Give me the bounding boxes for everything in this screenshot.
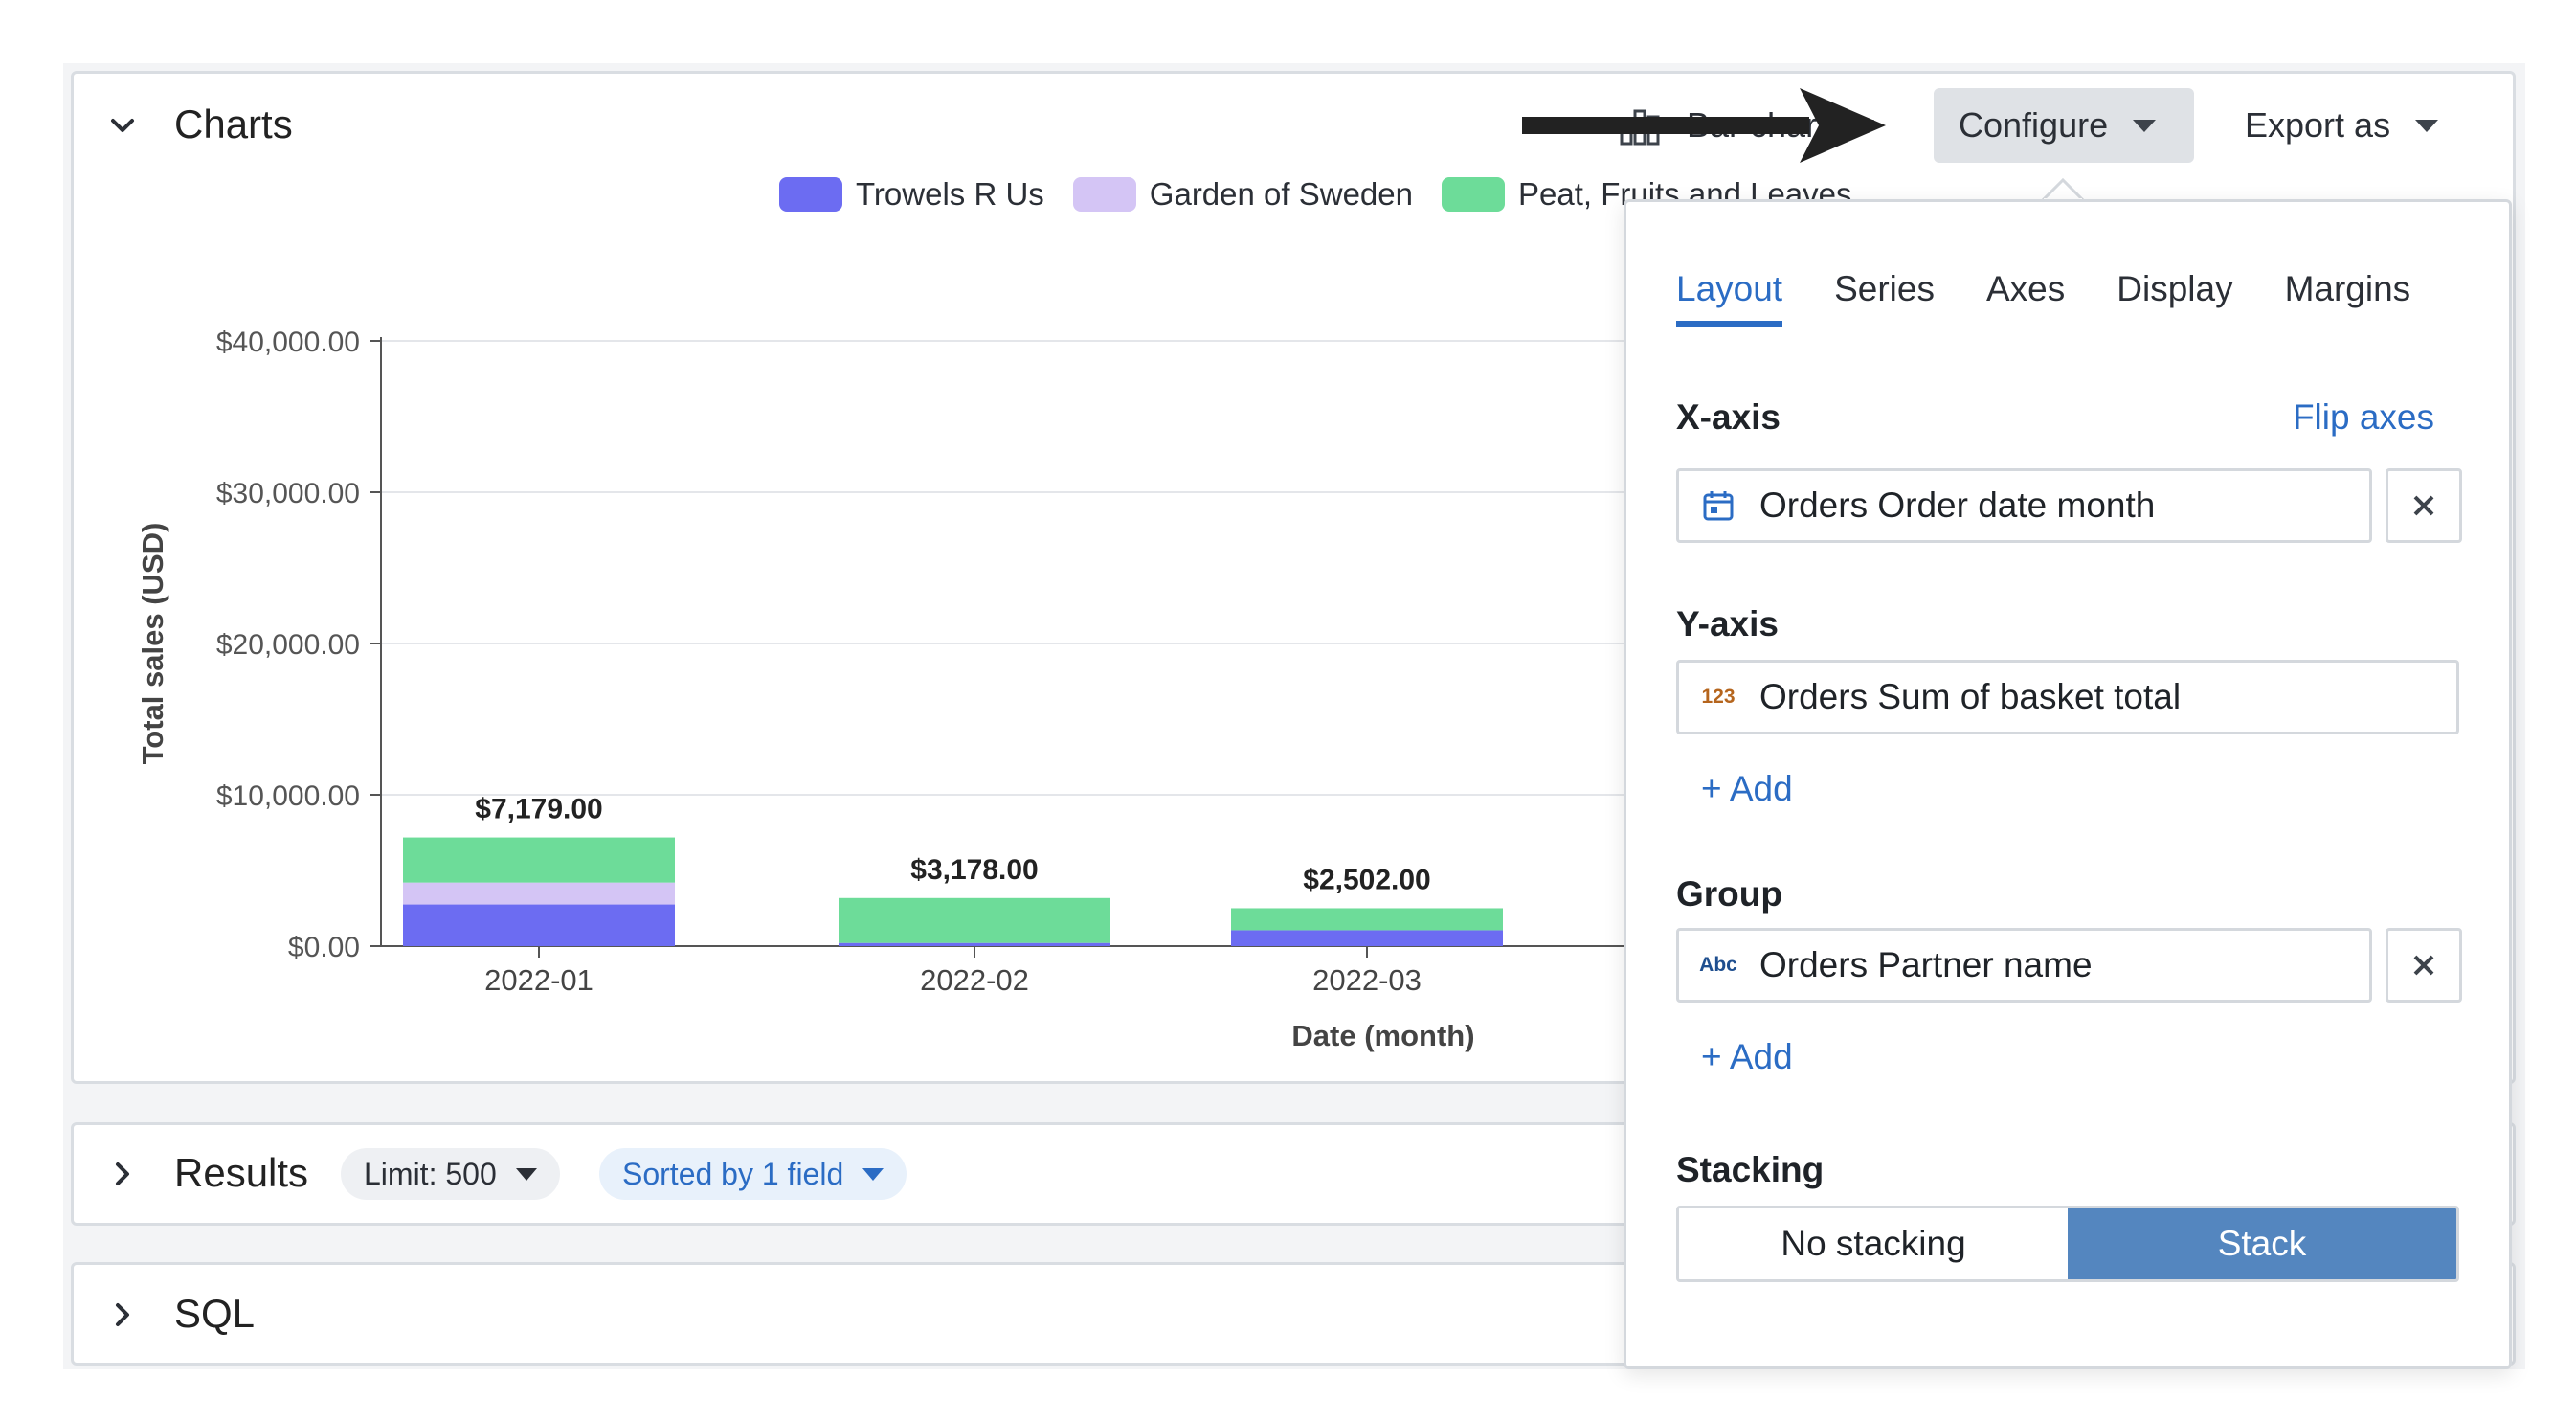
legend-swatch [1072, 177, 1136, 212]
x-axis-field[interactable]: Orders Order date month [1676, 468, 2372, 543]
clear-group-button[interactable] [2386, 928, 2462, 1003]
tab-display[interactable]: Display [2117, 269, 2233, 308]
clear-x-axis-button[interactable] [2386, 468, 2462, 543]
expand-sql-chevron-icon[interactable] [108, 1300, 137, 1329]
tab-margins[interactable]: Margins [2284, 269, 2411, 308]
close-icon [2413, 955, 2434, 976]
sort-dropdown-icon [862, 1167, 885, 1181]
close-icon [2413, 495, 2434, 516]
legend-swatch [1441, 177, 1505, 212]
legend-item[interactable]: Garden of Sweden [1072, 176, 1413, 213]
charts-title: Charts [174, 102, 293, 147]
group-label: Group [1676, 874, 1782, 914]
legend-item[interactable]: Trowels R Us [779, 176, 1044, 213]
configure-tabs: Layout Series Axes Display Margins [1676, 269, 2410, 327]
text-type-icon: Abc [1699, 954, 1737, 976]
limit-selector[interactable]: Limit: 500 [341, 1148, 560, 1200]
numeric-type-icon: 123 [1701, 686, 1736, 708]
y-axis-label: Y-axis [1676, 604, 1779, 643]
x-axis-label: X-axis [1676, 397, 1781, 437]
group-field[interactable]: Abc Orders Partner name [1676, 928, 2372, 1003]
annotation-arrow-icon [1522, 88, 1886, 163]
add-y-axis-link[interactable]: + Add [1701, 769, 1793, 808]
stacking-toggle: No stacking Stack [1676, 1206, 2459, 1282]
export-dropdown-icon [2415, 119, 2439, 132]
y-axis-field[interactable]: 123 Orders Sum of basket total [1676, 660, 2459, 734]
legend-label: Garden of Sweden [1149, 176, 1413, 212]
stack-option[interactable]: Stack [2068, 1208, 2456, 1279]
chart-legend: Trowels R Us Garden of Sweden Peat, Frui… [779, 176, 1852, 213]
tab-layout[interactable]: Layout [1676, 269, 1783, 327]
y-axis-field-value: Orders Sum of basket total [1759, 677, 2182, 716]
export-label: Export as [2245, 105, 2391, 145]
flip-axes-link[interactable]: Flip axes [2292, 397, 2434, 437]
expand-results-chevron-icon[interactable] [108, 1160, 137, 1188]
group-field-value: Orders Partner name [1759, 945, 2093, 984]
results-title: Results [174, 1150, 309, 1195]
collapse-charts-chevron-icon[interactable] [108, 111, 137, 140]
add-group-link[interactable]: + Add [1701, 1037, 1793, 1076]
x-axis-field-value: Orders Order date month [1759, 485, 2156, 525]
configure-button[interactable]: Configure [1934, 88, 2194, 163]
popover-caret [2042, 178, 2084, 201]
legend-swatch [779, 177, 842, 212]
sort-label: Sorted by 1 field [622, 1156, 844, 1191]
no-stacking-option[interactable]: No stacking [1679, 1208, 2068, 1279]
configure-dropdown-icon [2133, 119, 2157, 132]
limit-dropdown-icon [515, 1167, 537, 1181]
legend-label: Trowels R Us [856, 176, 1044, 212]
stacking-label: Stacking [1676, 1150, 1825, 1189]
configure-label: Configure [1959, 105, 2109, 145]
export-as-button[interactable]: Export as [2245, 88, 2439, 163]
tab-axes[interactable]: Axes [1985, 269, 2066, 308]
calendar-icon [1700, 487, 1736, 524]
tab-series[interactable]: Series [1834, 269, 1935, 308]
configure-popover: Layout Series Axes Display Margins X-axi… [1624, 199, 2512, 1369]
sort-selector[interactable]: Sorted by 1 field [599, 1148, 907, 1200]
sql-title: SQL [174, 1291, 256, 1336]
limit-label: Limit: 500 [364, 1156, 497, 1191]
